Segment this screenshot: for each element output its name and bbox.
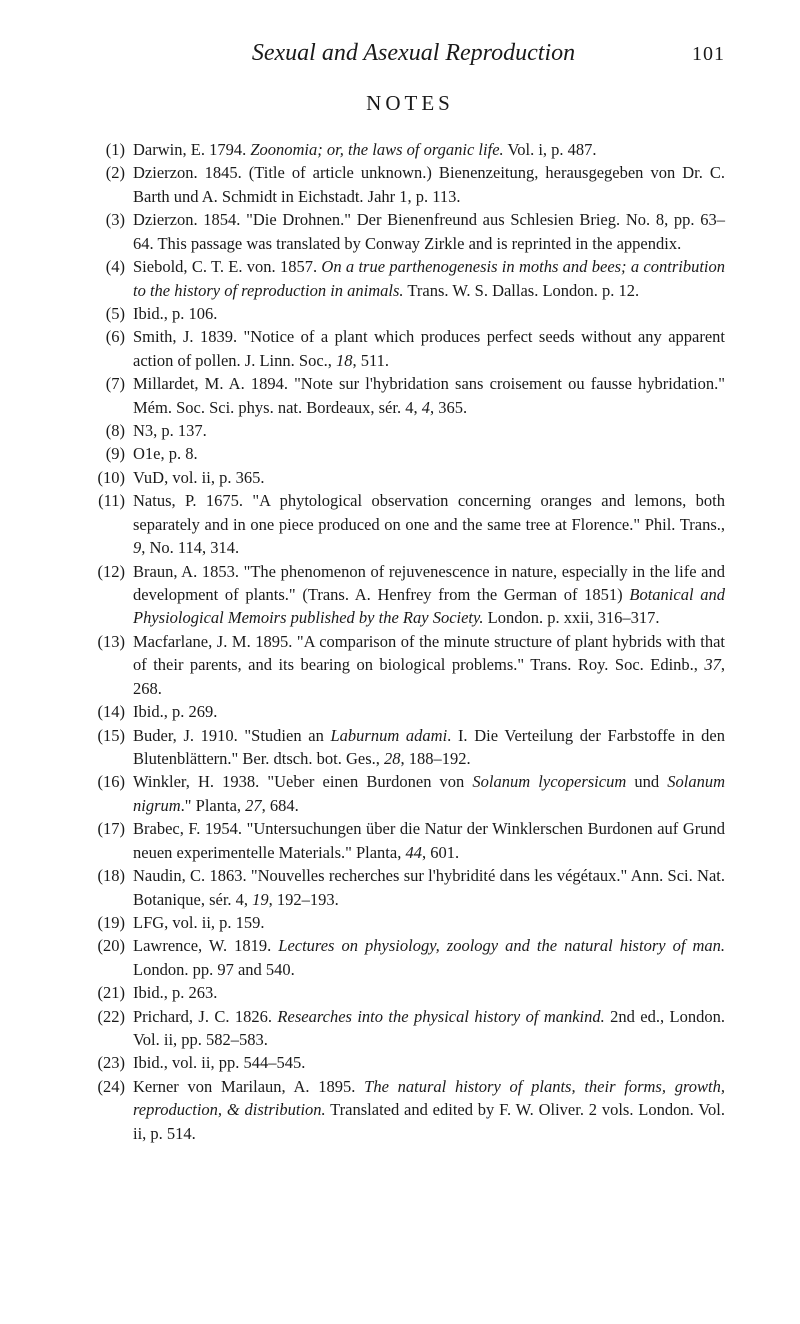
note-item: (18)Naudin, C. 1863. "Nouvelles recherch… [95, 864, 725, 911]
note-text: Brabec, F. 1954. "Untersuchungen über di… [133, 817, 725, 864]
note-item: (21)Ibid., p. 263. [95, 981, 725, 1004]
note-number: (24) [95, 1075, 133, 1145]
note-number: (23) [95, 1051, 133, 1074]
note-number: (21) [95, 981, 133, 1004]
note-number: (16) [95, 770, 133, 817]
note-number: (4) [95, 255, 133, 302]
note-item: (17)Brabec, F. 1954. "Untersuchungen übe… [95, 817, 725, 864]
note-number: (3) [95, 208, 133, 255]
note-number: (5) [95, 302, 133, 325]
note-number: (1) [95, 138, 133, 161]
note-item: (20)Lawrence, W. 1819. Lectures on physi… [95, 934, 725, 981]
note-number: (6) [95, 325, 133, 372]
note-item: (16)Winkler, H. 1938. "Ueber einen Burdo… [95, 770, 725, 817]
note-text: Siebold, C. T. E. von. 1857. On a true p… [133, 255, 725, 302]
running-title: Sexual and Asexual Reproduction [135, 40, 692, 67]
note-item: (19)LFG, vol. ii, p. 159. [95, 911, 725, 934]
note-text: Ibid., p. 263. [133, 981, 725, 1004]
notes-list: (1)Darwin, E. 1794. Zoonomia; or, the la… [95, 138, 725, 1145]
note-number: (14) [95, 700, 133, 723]
note-number: (7) [95, 372, 133, 419]
note-text: Ibid., p. 269. [133, 700, 725, 723]
note-text: Prichard, J. C. 1826. Researches into th… [133, 1005, 725, 1052]
note-item: (4)Siebold, C. T. E. von. 1857. On a tru… [95, 255, 725, 302]
note-number: (20) [95, 934, 133, 981]
note-number: (13) [95, 630, 133, 700]
note-text: Smith, J. 1839. "Notice of a plant which… [133, 325, 725, 372]
note-text: Natus, P. 1675. "A phytological observat… [133, 489, 725, 559]
note-item: (1)Darwin, E. 1794. Zoonomia; or, the la… [95, 138, 725, 161]
note-text: Ibid., p. 106. [133, 302, 725, 325]
note-number: (11) [95, 489, 133, 559]
note-number: (9) [95, 442, 133, 465]
note-item: (22)Prichard, J. C. 1826. Researches int… [95, 1005, 725, 1052]
note-item: (24)Kerner von Marilaun, A. 1895. The na… [95, 1075, 725, 1145]
note-number: (18) [95, 864, 133, 911]
note-item: (14)Ibid., p. 269. [95, 700, 725, 723]
note-text: Dzierzon. 1854. "Die Drohnen." Der Biene… [133, 208, 725, 255]
note-text: Ibid., vol. ii, pp. 544–545. [133, 1051, 725, 1074]
note-item: (15)Buder, J. 1910. "Studien an Laburnum… [95, 724, 725, 771]
note-text: N3, p. 137. [133, 419, 725, 442]
note-item: (9)O1e, p. 8. [95, 442, 725, 465]
note-text: Braun, A. 1853. "The phenomenon of rejuv… [133, 560, 725, 630]
note-text: LFG, vol. ii, p. 159. [133, 911, 725, 934]
note-text: Macfarlane, J. M. 1895. "A comparison of… [133, 630, 725, 700]
note-text: O1e, p. 8. [133, 442, 725, 465]
note-text: Buder, J. 1910. "Studien an Laburnum ada… [133, 724, 725, 771]
note-item: (3)Dzierzon. 1854. "Die Drohnen." Der Bi… [95, 208, 725, 255]
note-number: (12) [95, 560, 133, 630]
note-text: Naudin, C. 1863. "Nouvelles recherches s… [133, 864, 725, 911]
page-header: Sexual and Asexual Reproduction 101 [95, 40, 725, 67]
note-text: Dzierzon. 1845. (Title of article unknow… [133, 161, 725, 208]
note-item: (10)VuD, vol. ii, p. 365. [95, 466, 725, 489]
note-item: (5)Ibid., p. 106. [95, 302, 725, 325]
page-number: 101 [692, 43, 725, 66]
note-text: Millardet, M. A. 1894. "Note sur l'hybri… [133, 372, 725, 419]
note-item: (7)Millardet, M. A. 1894. "Note sur l'hy… [95, 372, 725, 419]
section-title: NOTES [95, 91, 725, 116]
note-number: (15) [95, 724, 133, 771]
note-number: (17) [95, 817, 133, 864]
note-number: (2) [95, 161, 133, 208]
note-item: (13)Macfarlane, J. M. 1895. "A compariso… [95, 630, 725, 700]
note-text: VuD, vol. ii, p. 365. [133, 466, 725, 489]
note-item: (12)Braun, A. 1853. "The phenomenon of r… [95, 560, 725, 630]
note-text: Winkler, H. 1938. "Ueber einen Burdonen … [133, 770, 725, 817]
note-item: (23)Ibid., vol. ii, pp. 544–545. [95, 1051, 725, 1074]
note-text: Kerner von Marilaun, A. 1895. The natura… [133, 1075, 725, 1145]
note-item: (2)Dzierzon. 1845. (Title of article unk… [95, 161, 725, 208]
note-number: (10) [95, 466, 133, 489]
note-text: Darwin, E. 1794. Zoonomia; or, the laws … [133, 138, 725, 161]
note-text: Lawrence, W. 1819. Lectures on physiolog… [133, 934, 725, 981]
note-item: (11)Natus, P. 1675. "A phytological obse… [95, 489, 725, 559]
note-number: (19) [95, 911, 133, 934]
note-number: (22) [95, 1005, 133, 1052]
note-number: (8) [95, 419, 133, 442]
note-item: (6)Smith, J. 1839. "Notice of a plant wh… [95, 325, 725, 372]
note-item: (8)N3, p. 137. [95, 419, 725, 442]
